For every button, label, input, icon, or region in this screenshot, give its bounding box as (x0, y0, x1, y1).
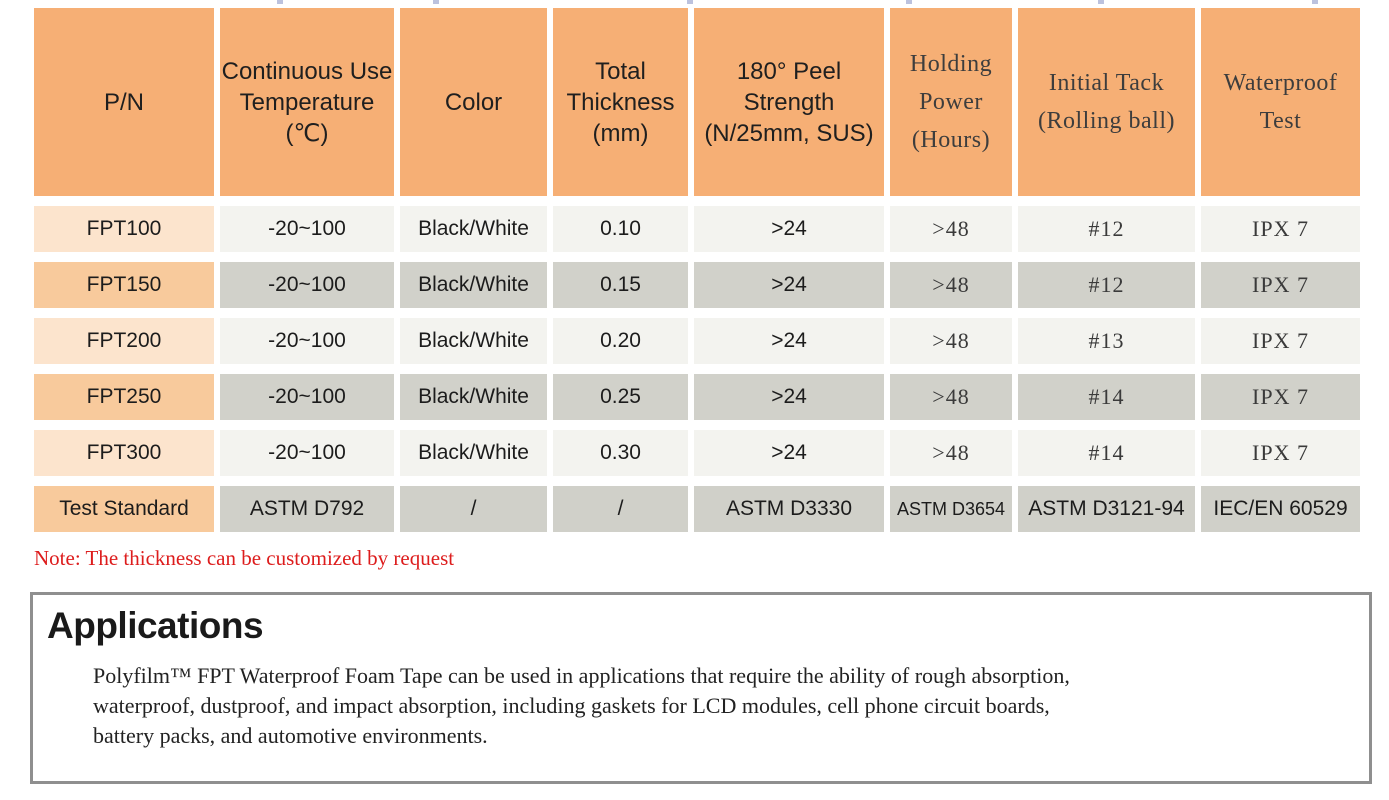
col-header-peel-strength: 180° Peel Strength (N/25mm, SUS) (694, 8, 884, 196)
cell-initial-tack: #14 (1018, 374, 1195, 420)
col-header-holding-power: Holding Power (Hours) (890, 8, 1012, 196)
col-header-label: Continuous Use (221, 57, 393, 85)
cell-pn: FPT100 (34, 206, 214, 252)
cell-waterproof-test: IPX 7 (1201, 430, 1360, 476)
applications-section: Applications Polyfilm™ FPT Waterproof Fo… (30, 592, 1372, 784)
cell-color: Black/White (400, 318, 547, 364)
col-header-label: Waterproof (1223, 70, 1338, 96)
applications-description-line: Polyfilm™ FPT Waterproof Foam Tape can b… (93, 663, 1070, 688)
top-edge-tick-artifact (1312, 0, 1318, 4)
cell-waterproof-test: IPX 7 (1201, 318, 1360, 364)
cell-pn: FPT300 (34, 430, 214, 476)
col-header-label: Color (444, 88, 503, 116)
cell-holding-power: >48 (890, 430, 1012, 476)
col-header-label: (mm) (592, 119, 649, 147)
applications-description: Polyfilm™ FPT Waterproof Foam Tape can b… (93, 661, 1339, 751)
cell-temperature: -20~100 (220, 430, 394, 476)
cell-standard-waterproof: IEC/EN 60529 (1201, 486, 1360, 532)
cell-standard-peel: ASTM D3330 (694, 486, 884, 532)
thickness-note: Note: The thickness can be customized by… (34, 546, 455, 570)
spec-table: P/N Continuous Use Temperature (℃) Color… (34, 8, 1360, 532)
col-header-label: P/N (103, 88, 144, 116)
col-header-label: Power (919, 89, 983, 115)
cell-holding-power: >48 (890, 318, 1012, 364)
cell-temperature: -20~100 (220, 206, 394, 252)
col-header-initial-tack: Initial Tack (Rolling ball) (1018, 8, 1195, 196)
cell-color: Black/White (400, 206, 547, 252)
col-header-label: 180° Peel (736, 57, 842, 85)
cell-pn: FPT150 (34, 262, 214, 308)
cell-peel-strength: >24 (694, 430, 884, 476)
cell-waterproof-test: IPX 7 (1201, 206, 1360, 252)
cell-color: Black/White (400, 374, 547, 420)
top-edge-tick-artifact (433, 0, 439, 4)
cell-standard-holding: ASTM D3654 (890, 486, 1012, 532)
col-header-label: Test (1259, 108, 1302, 134)
cell-pn: FPT250 (34, 374, 214, 420)
cell-thickness: 0.15 (553, 262, 688, 308)
cell-thickness: 0.25 (553, 374, 688, 420)
col-header-label: Holding (909, 51, 993, 77)
col-header-label: (Hours) (911, 127, 991, 153)
cell-waterproof-test: IPX 7 (1201, 262, 1360, 308)
top-edge-tick-artifact (1098, 0, 1104, 4)
col-header-label: Total (595, 57, 646, 85)
cell-initial-tack: #12 (1018, 206, 1195, 252)
col-header-label: Temperature (239, 88, 375, 116)
cell-initial-tack: #12 (1018, 262, 1195, 308)
cell-standard-thickness: / (553, 486, 688, 532)
col-header-label: Strength (743, 88, 835, 116)
applications-title: Applications (47, 605, 264, 646)
applications-description-line: battery packs, and automotive environmen… (93, 723, 488, 748)
cell-holding-power: >48 (890, 374, 1012, 420)
cell-pn: FPT200 (34, 318, 214, 364)
cell-thickness: 0.10 (553, 206, 688, 252)
top-edge-tick-artifact (277, 0, 283, 4)
cell-color: Black/White (400, 430, 547, 476)
cell-thickness: 0.20 (553, 318, 688, 364)
cell-temperature: -20~100 (220, 318, 394, 364)
col-header-label: Thickness (566, 88, 675, 116)
cell-holding-power: >48 (890, 262, 1012, 308)
cell-temperature: -20~100 (220, 374, 394, 420)
cell-test-standard-label: Test Standard (34, 486, 214, 532)
col-header-label: Initial Tack (1048, 70, 1165, 96)
cell-peel-strength: >24 (694, 318, 884, 364)
applications-description-line: waterproof, dustproof, and impact absorp… (93, 693, 1050, 718)
col-header-color: Color (400, 8, 547, 196)
cell-standard-temperature: ASTM D792 (220, 486, 394, 532)
cell-waterproof-test: IPX 7 (1201, 374, 1360, 420)
cell-initial-tack: #14 (1018, 430, 1195, 476)
cell-color: Black/White (400, 262, 547, 308)
cell-peel-strength: >24 (694, 262, 884, 308)
col-header-label: (Rolling ball) (1038, 108, 1175, 134)
cell-thickness: 0.30 (553, 430, 688, 476)
col-header-pn: P/N (34, 8, 214, 196)
top-edge-tick-artifact (687, 0, 693, 4)
cell-peel-strength: >24 (694, 374, 884, 420)
cell-temperature: -20~100 (220, 262, 394, 308)
cell-holding-power: >48 (890, 206, 1012, 252)
col-header-continuous-use-temperature: Continuous Use Temperature (℃) (220, 8, 394, 196)
top-edge-tick-artifact (906, 0, 912, 4)
col-header-waterproof-test: Waterproof Test (1201, 8, 1360, 196)
col-header-label: (℃) (285, 119, 329, 147)
col-header-label: (N/25mm, SUS) (704, 119, 874, 147)
cell-initial-tack: #13 (1018, 318, 1195, 364)
cell-standard-color: / (400, 486, 547, 532)
col-header-total-thickness: Total Thickness (mm) (553, 8, 688, 196)
cell-standard-tack: ASTM D3121-94 (1018, 486, 1195, 532)
cell-peel-strength: >24 (694, 206, 884, 252)
